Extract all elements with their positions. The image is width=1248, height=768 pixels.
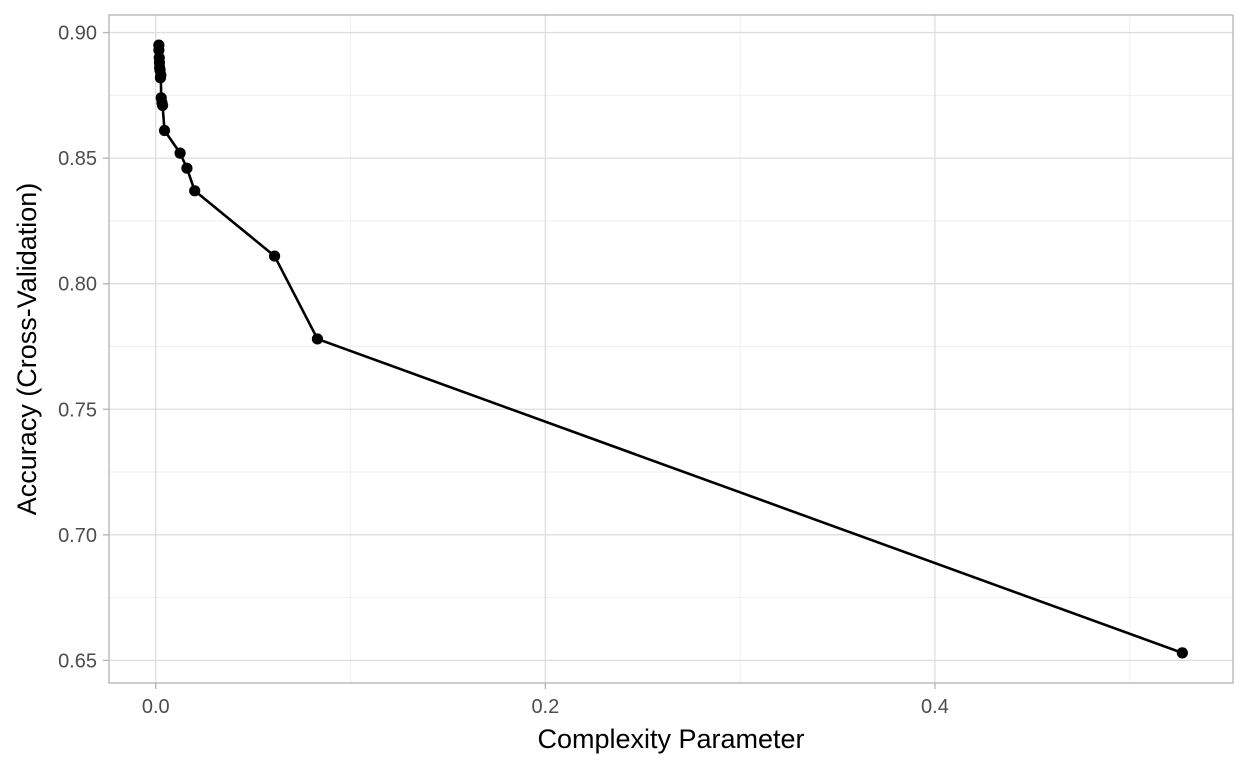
y-tick-label: 0.70 (58, 525, 97, 547)
y-tick-label: 0.65 (58, 650, 97, 672)
data-point (158, 124, 171, 137)
x-tick-label: 0.0 (142, 696, 170, 718)
series-layer (153, 39, 1188, 659)
data-point (174, 147, 186, 159)
minor-gridlines (109, 15, 1233, 683)
x-axis-ticks: 0.0 0.2 0.4 (142, 683, 949, 718)
data-point (1176, 647, 1188, 659)
y-tick-label: 0.85 (58, 148, 97, 170)
y-axis-ticks: 0.65 0.70 0.75 0.80 0.85 0.90 (58, 23, 109, 672)
y-axis-title: Accuracy (Cross-Validation) (12, 183, 42, 516)
data-point (181, 162, 193, 174)
data-point (268, 250, 281, 262)
data-point (311, 333, 324, 345)
data-point (155, 69, 167, 81)
y-tick-label: 0.80 (58, 274, 97, 296)
panel-border (108, 14, 1234, 684)
x-tick-label: 0.4 (921, 696, 949, 718)
y-tick-label: 0.90 (58, 23, 97, 45)
data-point (189, 185, 201, 197)
major-gridlines (109, 15, 1233, 683)
x-tick-label: 0.2 (531, 696, 559, 718)
series-line (157, 45, 1183, 655)
data-point (156, 99, 169, 112)
x-axis-title: Complexity Parameter (537, 724, 804, 754)
y-tick-label: 0.75 (58, 399, 97, 421)
